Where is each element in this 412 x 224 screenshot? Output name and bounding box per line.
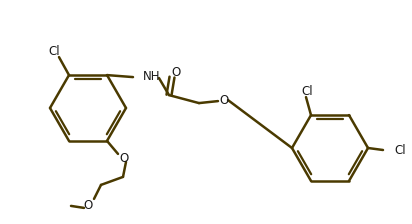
Text: O: O [119, 152, 129, 165]
Text: O: O [219, 94, 229, 107]
Text: O: O [171, 66, 180, 79]
Text: Cl: Cl [394, 144, 406, 157]
Text: O: O [83, 199, 93, 212]
Text: Cl: Cl [301, 85, 313, 98]
Text: NH: NH [143, 70, 161, 83]
Text: Cl: Cl [48, 45, 60, 58]
